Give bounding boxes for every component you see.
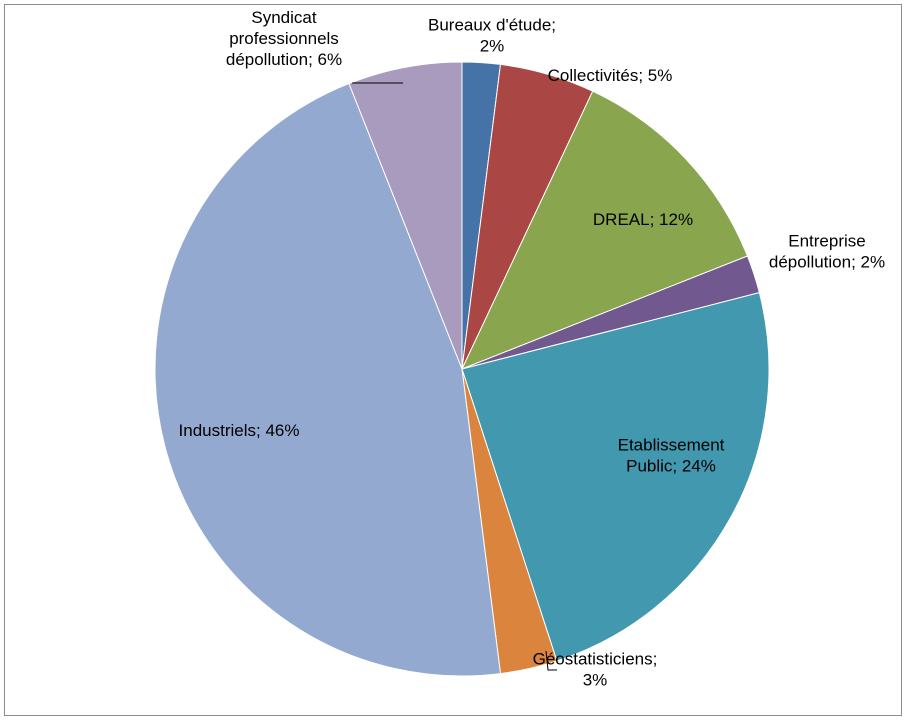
data-label-etablissement-public: Etablissement Public; 24% xyxy=(618,436,725,476)
pie-slice-syndicat-professionnels-depollution xyxy=(348,61,463,370)
data-label-line: professionnels xyxy=(229,29,339,48)
data-label-line: Public; 24% xyxy=(626,457,716,476)
data-label-industriels: Industriels; 46% xyxy=(179,421,300,440)
data-label-line: 3% xyxy=(583,671,608,690)
data-label-line: Entreprise xyxy=(788,232,865,251)
data-label-bureaux-d-etude: Bureaux d'étude; 2% xyxy=(428,16,556,56)
data-label-syndicat-professionnels-depollution: Syndicat professionnels dépollution; 6% xyxy=(226,8,342,69)
data-label-line: Syndicat xyxy=(251,8,316,27)
chart-frame: Bureaux d'étude; 2% Collectivités; 5% DREAL… xyxy=(4,4,902,716)
pie-slice-dreal xyxy=(461,90,749,370)
data-label-line: DREAL; 12% xyxy=(593,210,693,229)
data-label-line: 2% xyxy=(480,37,505,56)
leader-line-geostatisticiens xyxy=(545,650,557,671)
data-label-line: Géostatisticiens; xyxy=(533,650,658,669)
data-label-geostatisticiens: Géostatisticiens; 3% xyxy=(533,650,658,690)
data-label-line: Industriels; 46% xyxy=(179,421,300,440)
data-label-line: Bureaux d'étude; xyxy=(428,16,556,35)
data-label-line: Etablissement xyxy=(618,436,725,455)
data-label-line: Collectivités; 5% xyxy=(548,66,673,85)
pie-slice-etablissement-public xyxy=(461,292,770,662)
data-label-line: dépollution; 6% xyxy=(226,50,342,69)
pie-chart: Bureaux d'étude; 2% Collectivités; 5% DREAL… xyxy=(154,8,885,690)
data-label-collectivites: Collectivités; 5% xyxy=(548,66,673,85)
data-label-line: dépollution; 2% xyxy=(769,253,885,272)
pie-slice-industriels xyxy=(154,82,502,677)
data-label-entreprise-depollution: Entreprise dépollution; 2% xyxy=(769,232,885,272)
data-label-dreal: DREAL; 12% xyxy=(593,210,693,229)
